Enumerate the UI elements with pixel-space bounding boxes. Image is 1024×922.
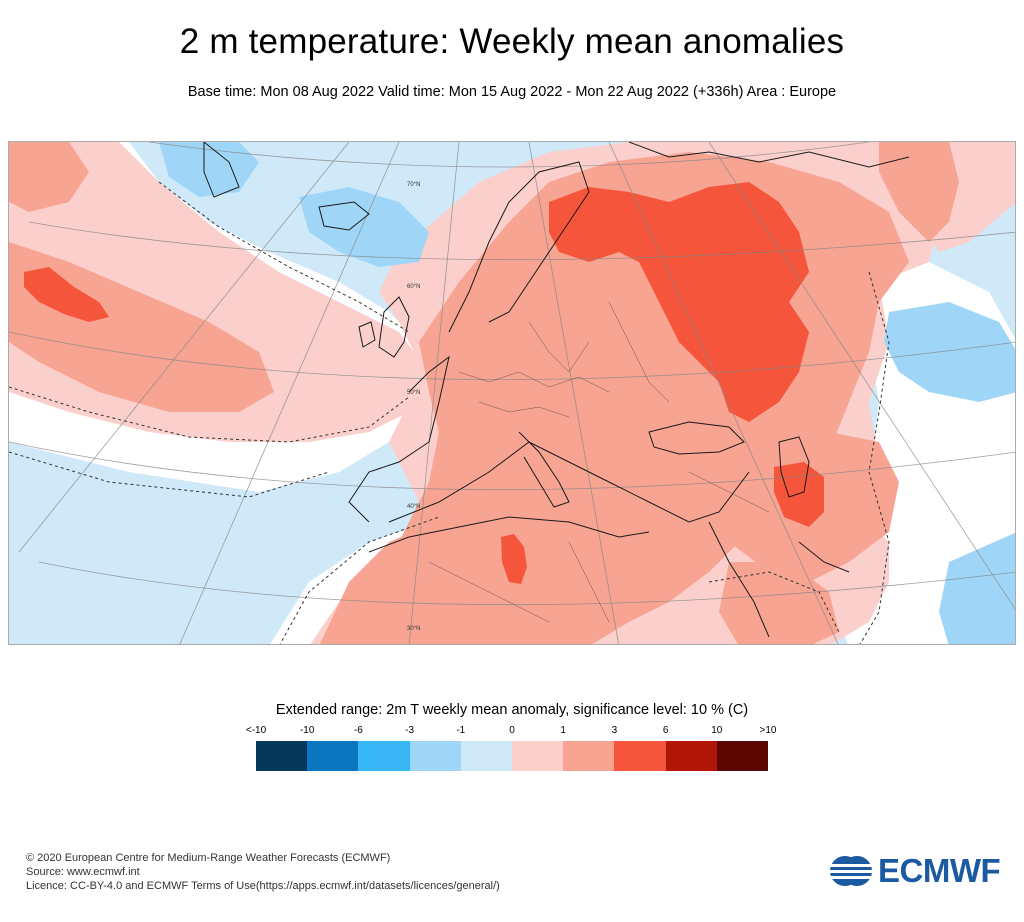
legend-swatch <box>665 741 717 771</box>
footer: © 2020 European Centre for Medium-Range … <box>26 851 500 893</box>
anomaly-neg1-neg3-southeast <box>939 532 1015 644</box>
legend-label: -1 <box>456 725 466 736</box>
border-7 <box>688 471 770 513</box>
legend-label: -6 <box>353 725 363 736</box>
legend-swatch <box>563 741 615 771</box>
anomaly-6-10-atlantic <box>24 267 109 322</box>
parallel-50n <box>9 331 1015 381</box>
legend-label: <-10 <box>245 725 267 736</box>
coast-greenland <box>203 142 240 198</box>
border-1 <box>458 371 610 393</box>
border-5 <box>428 561 550 623</box>
ecmwf-logo-text: ECMWF <box>878 852 1001 889</box>
meridian-f <box>708 142 1015 610</box>
grid-labels: 30°N 40°N 50°N 60°N 70°N <box>407 182 420 632</box>
contour-west <box>9 386 410 443</box>
footer-copyright: © 2020 European Centre for Medium-Range … <box>26 852 391 864</box>
legend-swatch <box>358 741 410 771</box>
border-6 <box>568 541 610 623</box>
grid-label-40n: 40°N <box>407 504 420 510</box>
ecmwf-logo: ECMWF <box>828 852 1003 890</box>
grid-label-60n: 60°N <box>407 284 420 290</box>
anomaly-3-6-arabia <box>719 562 839 644</box>
grid-label-50n: 50°N <box>407 390 420 396</box>
anomaly-neg1-neg3-east <box>884 302 1015 402</box>
country-borders <box>428 301 770 623</box>
parallel-40n <box>9 441 1015 491</box>
contour-east <box>859 271 890 644</box>
legend-swatch <box>409 741 461 771</box>
coast-africa-north <box>368 516 650 553</box>
legend-swatch <box>512 741 564 771</box>
contour-south <box>9 451 330 498</box>
graticule <box>9 142 1015 644</box>
grid-label-30n: 30°N <box>407 626 420 632</box>
anomaly-6-10-sahara <box>501 534 527 584</box>
footer-source: Source: www.ecmwf.int <box>26 866 140 878</box>
meridian-c <box>408 142 460 644</box>
coast-ireland <box>358 321 376 348</box>
coast-black-sea <box>648 421 745 455</box>
legend-label: 1 <box>560 725 566 736</box>
contour-mideast <box>708 571 840 633</box>
legend-label: -3 <box>405 725 415 736</box>
anomaly-3-6-atlantic <box>9 242 274 412</box>
legend-labels: <-10 -10 -6 -3 -1 0 1 3 6 10 >10 <box>246 725 777 739</box>
parallel-70n <box>148 142 870 168</box>
coast-red-sea <box>708 521 770 638</box>
border-4 <box>608 301 670 403</box>
coast-caspian <box>778 436 810 498</box>
anomaly-6-10-mideast <box>774 462 824 527</box>
anomaly-neg1-neg3-labrador <box>159 142 259 197</box>
legend-swatch <box>256 741 308 771</box>
legend-label: 0 <box>509 725 515 736</box>
anomaly-map: 30°N 40°N 50°N 60°N 70°N <box>8 141 1016 645</box>
border-3 <box>528 321 590 373</box>
coast-mediterranean <box>388 441 750 523</box>
legend-label: >10 <box>759 725 777 736</box>
coast-arctic <box>628 142 910 168</box>
meridian-d <box>528 142 620 644</box>
grid-label-70n: 70°N <box>407 182 420 188</box>
parallel-30n <box>38 561 1015 606</box>
footer-licence: Licence: CC-BY-4.0 and ECMWF Terms of Us… <box>26 880 500 892</box>
legend-label: -10 <box>299 725 315 736</box>
meridian-e <box>608 142 839 644</box>
chart-subtitle: Base time: Mon 08 Aug 2022 Valid time: M… <box>187 84 837 100</box>
legend-color-bar <box>256 741 769 771</box>
ecmwf-logo-icon <box>828 856 874 886</box>
anomaly-map-svg: 30°N 40°N 50°N 60°N 70°N <box>9 142 1015 644</box>
coast-persian-gulf <box>798 541 850 573</box>
anomaly-6-10-russia <box>549 182 809 422</box>
coast-italy <box>518 431 570 508</box>
legend-label: 10 <box>711 725 723 736</box>
coast-scandinavia <box>448 161 590 333</box>
legend-label: 3 <box>611 725 618 736</box>
coastlines <box>203 142 910 638</box>
contour-north <box>158 181 410 333</box>
legend-label: 6 <box>662 725 669 736</box>
parallel-60n <box>28 221 1015 261</box>
coast-iceland <box>318 201 370 231</box>
legend-title: Extended range: 2m T weekly mean anomaly… <box>275 702 749 718</box>
anomaly-3-6-northafrica <box>319 502 629 644</box>
legend-swatch <box>614 741 666 771</box>
anomaly-3-6-arctic <box>879 142 959 242</box>
coast-uk <box>378 296 410 358</box>
meridian-b <box>179 142 400 644</box>
contour-africa <box>279 516 440 644</box>
legend-swatch <box>307 741 359 771</box>
meridian-a <box>18 142 350 553</box>
border-2 <box>478 401 570 418</box>
chart-title: 2 m temperature: Weekly mean anomalies <box>179 22 845 61</box>
legend-swatch <box>716 741 769 771</box>
significance-contours <box>9 181 890 644</box>
coast-europe-west <box>348 355 450 523</box>
anomaly-neg1-neg3-atlantic <box>299 187 429 267</box>
legend-swatch <box>460 741 513 771</box>
anomaly-3-6-greenland <box>9 142 89 212</box>
